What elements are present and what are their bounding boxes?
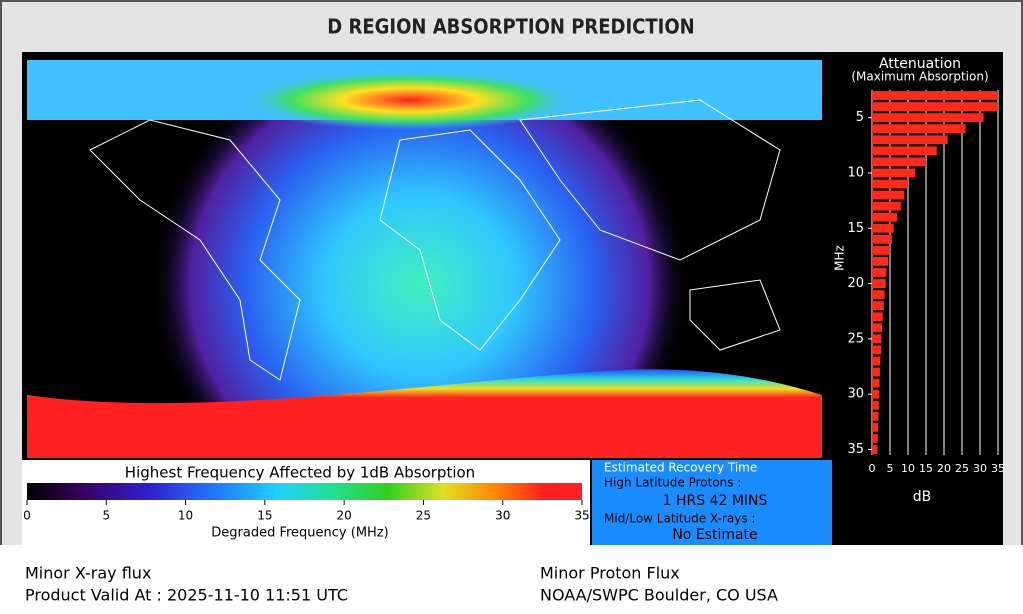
- title: D REGION ABSORPTION PREDICTION: [327, 15, 694, 39]
- footer-xray: Minor X-ray flux: [25, 564, 151, 583]
- footer-proton: Minor Proton Flux: [540, 564, 680, 583]
- bar: [872, 168, 916, 178]
- colorbar-tick-label: 30: [495, 509, 510, 523]
- attenuation-subtitle: (Maximum Absorption): [851, 70, 988, 84]
- bar: [872, 91, 998, 100]
- recovery-panel: [592, 460, 832, 545]
- colorbar-tick-label: 15: [257, 509, 272, 523]
- x-tick-label: 30: [973, 462, 987, 475]
- y-tick-label: 5: [856, 110, 864, 125]
- recovery-low-label: Mid/Low Latitude X-rays :: [604, 512, 755, 526]
- colorbar-tick-label: 10: [178, 509, 193, 523]
- bar: [872, 146, 937, 156]
- x-tick-label: 0: [869, 462, 876, 475]
- colorbar-tick-label: 25: [416, 509, 431, 523]
- bar: [872, 389, 880, 399]
- colorbar-title: Highest Frequency Affected by 1dB Absorp…: [125, 464, 475, 482]
- bar: [872, 257, 889, 266]
- colorbar-axis-label: Degraded Frequency (MHz): [211, 526, 388, 541]
- bar: [872, 124, 966, 134]
- bar: [872, 433, 878, 443]
- colorbar-tick-label: 35: [574, 509, 589, 523]
- colorbar: [27, 483, 582, 500]
- x-tick-label: 25: [955, 462, 969, 475]
- bar: [872, 212, 898, 222]
- bar: [872, 113, 984, 123]
- map: [27, 60, 822, 458]
- bar: [872, 378, 880, 388]
- colorbar-tick-label: 20: [337, 509, 352, 523]
- y-tick-label: 10: [847, 165, 864, 180]
- y-tick-label: 20: [847, 276, 864, 291]
- colorbar-ticks: 0 5 10 15 20 25 30 35: [23, 500, 590, 523]
- recovery-high-value: 1 HRS 42 MINS: [663, 493, 768, 509]
- map-south-cap: [27, 369, 822, 458]
- colorbar-panel: [22, 460, 590, 545]
- map-north-blob: [240, 70, 580, 130]
- bar: [872, 301, 884, 311]
- x-tick-label: 35: [991, 462, 1005, 475]
- bar: [872, 345, 881, 355]
- attenuation-chart: Attenuation (Maximum Absorption) MHz dB …: [833, 56, 1006, 505]
- bar: [872, 367, 880, 377]
- bar: [872, 445, 878, 454]
- bar: [872, 157, 926, 167]
- bar: [872, 268, 887, 277]
- bar: [872, 135, 948, 145]
- bar: [872, 223, 894, 233]
- bar: [872, 400, 879, 410]
- y-tick-label: 15: [847, 221, 864, 236]
- attenuation-y-label: MHz: [833, 245, 847, 271]
- bar: [872, 334, 882, 344]
- footer-panel: [0, 545, 1023, 610]
- bar: [872, 290, 885, 300]
- bar: [872, 245, 890, 255]
- bar: [872, 190, 905, 200]
- attenuation-x-label: dB: [913, 489, 932, 505]
- bar: [872, 279, 886, 288]
- y-tick-label: 35: [847, 442, 864, 457]
- bar: [872, 422, 879, 432]
- bar: [872, 179, 908, 189]
- x-tick-label: 10: [901, 462, 915, 475]
- recovery-high-label: High Latitude Protons :: [604, 476, 741, 490]
- bar: [872, 201, 901, 211]
- attenuation-title: Attenuation: [879, 56, 961, 72]
- recovery-low-value: No Estimate: [672, 527, 757, 543]
- y-tick-label: 25: [847, 331, 864, 346]
- bar: [872, 356, 881, 366]
- recovery-title: Estimated Recovery Time: [604, 461, 757, 475]
- bar: [872, 411, 879, 421]
- x-tick-label: 15: [919, 462, 933, 475]
- x-tick-label: 5: [887, 462, 894, 475]
- footer-source: NOAA/SWPC Boulder, CO USA: [540, 586, 778, 605]
- bar: [872, 234, 892, 244]
- colorbar-tick-label: 5: [102, 509, 110, 523]
- bar: [872, 323, 883, 333]
- map-coastlines: [89, 99, 781, 381]
- bar: [872, 102, 998, 112]
- colorbar-tick-label: 0: [23, 509, 31, 523]
- y-tick-label: 30: [847, 387, 864, 402]
- bar: [872, 312, 883, 322]
- x-tick-label: 20: [937, 462, 951, 475]
- footer-valid: Product Valid At : 2025-11-10 11:51 UTC: [25, 586, 348, 605]
